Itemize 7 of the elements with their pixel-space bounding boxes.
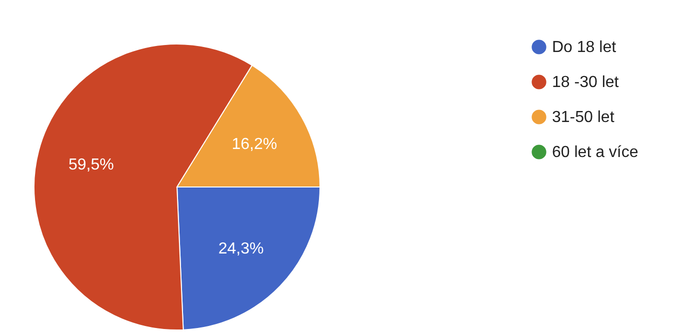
legend-label: 60 let a více [552,144,638,161]
legend-label: 31-50 let [552,109,615,126]
data-label: 24,3% [218,240,264,258]
legend-label: Do 18 let [552,39,617,56]
data-label: 16,2% [232,136,278,153]
legend-label: 18 -30 let [552,74,620,91]
data-label: 59,5% [68,156,114,174]
